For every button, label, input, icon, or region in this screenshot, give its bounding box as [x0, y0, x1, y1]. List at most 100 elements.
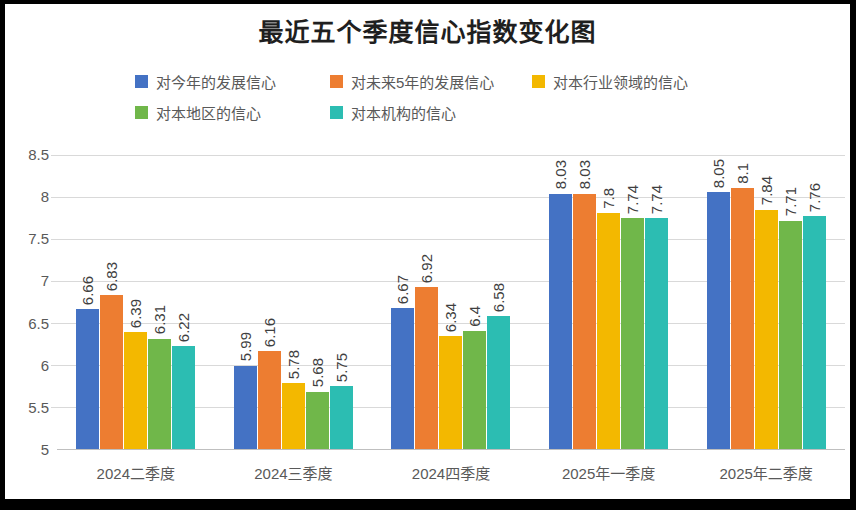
bar: [487, 316, 510, 449]
bar-cell: 6.31: [148, 155, 171, 449]
bar-value-label: 6.39: [127, 299, 144, 328]
bar-cell: 6.92: [415, 155, 438, 449]
bar-value-label: 6.16: [261, 318, 278, 347]
y-tick-label: 5: [9, 440, 49, 460]
bar-value-label: 6.66: [79, 276, 96, 305]
bar-cell: 7.76: [803, 155, 826, 449]
legend-item-next-5-years: 对未来5年的发展信心: [330, 71, 532, 92]
legend-swatch: [135, 75, 148, 88]
bar-cell: 6.66: [76, 155, 99, 449]
y-tick-label: 5.5: [9, 398, 49, 418]
bar-cell: 7.74: [621, 155, 644, 449]
legend-item-region: 对本地区的信心: [135, 102, 330, 123]
bar-cell: 7.84: [755, 155, 778, 449]
bar-cell: 6.83: [100, 155, 123, 449]
bar: [755, 210, 778, 449]
bar-value-label: 6.92: [418, 254, 435, 283]
bar-value-label: 7.71: [782, 187, 799, 216]
bar-cell: 6.39: [124, 155, 147, 449]
bar-group: 6.66 6.83 6.396.316.22: [57, 155, 215, 449]
bar-value-label: 8.1: [734, 163, 751, 184]
bar-cell: 7.8: [597, 155, 620, 449]
bar-cell: 5.68: [306, 155, 329, 449]
bar: [234, 366, 257, 449]
x-tick-label: 2024四季度: [372, 462, 530, 486]
bar-value-label: 5.78: [285, 350, 302, 379]
bar: [391, 308, 414, 449]
legend: 对今年的发展信心 对未来5年的发展信心 对本行业领域的信心 对本地区的信心 对本…: [135, 66, 688, 128]
bar: [439, 336, 462, 449]
y-tick-label: 6: [9, 356, 49, 376]
bar-value-label: 6.4: [466, 306, 483, 327]
bar: [124, 332, 147, 449]
bar-cell: 8.05: [707, 155, 730, 449]
bar-value-label: 6.58: [490, 283, 507, 312]
y-tick-label: 7: [9, 271, 49, 291]
plot-area: 8.587.576.565.556.666.836.396.316.225.99…: [57, 155, 845, 450]
bar: [731, 188, 754, 449]
bar-group: 6.676.92 6.34 6.4 6.58: [372, 155, 530, 449]
bar-cell: 8.1: [731, 155, 754, 449]
x-axis: 2024二季度2024三季度2024四季度2025年一季度2025年二季度: [57, 462, 845, 486]
bar: [76, 309, 99, 449]
bar-value-label: 8.05: [710, 159, 727, 188]
bar-cell: 6.22: [172, 155, 195, 449]
bar-value-label: 8.03: [576, 160, 593, 189]
bar-cell: 7.74: [645, 155, 668, 449]
chart-frame: 最近五个季度信心指数变化图 对今年的发展信心 对未来5年的发展信心 对本行业领域…: [0, 0, 856, 510]
bar-cell: 6.67: [391, 155, 414, 449]
legend-item-institution: 对本机构的信心: [330, 102, 532, 123]
bar-value-label: 6.22: [175, 313, 192, 342]
bar: [573, 194, 596, 449]
bar: [258, 351, 281, 449]
bar-cell: 5.78: [282, 155, 305, 449]
bar: [803, 216, 826, 449]
legend-item-this-year: 对今年的发展信心: [135, 71, 330, 92]
bar: [597, 213, 620, 449]
chart-title: 最近五个季度信心指数变化图: [5, 12, 850, 48]
bar-value-label: 5.68: [309, 358, 326, 387]
y-tick-label: 8: [9, 187, 49, 207]
bar-cell: 5.99: [234, 155, 257, 449]
bar-cell: 6.34: [439, 155, 462, 449]
y-tick-label: 6.5: [9, 314, 49, 334]
x-tick-label: 2024二季度: [57, 462, 215, 486]
bar: [645, 218, 668, 449]
bar: [621, 218, 644, 449]
bar-value-label: 7.76: [806, 183, 823, 212]
bar-cell: 6.4: [463, 155, 486, 449]
bar-value-label: 7.8: [600, 188, 617, 209]
legend-label: 对今年的发展信心: [156, 71, 276, 92]
bar: [148, 339, 171, 449]
bar-value-label: 7.84: [758, 176, 775, 205]
bar-value-label: 6.83: [103, 262, 120, 291]
bar: [330, 386, 353, 449]
legend-swatch: [532, 75, 545, 88]
bar: [415, 287, 438, 449]
legend-item-industry: 对本行业领域的信心: [532, 71, 688, 92]
legend-label: 对本行业领域的信心: [553, 71, 688, 92]
legend-row: 对本地区的信心 对本机构的信心: [135, 97, 688, 128]
bar-value-label: 6.34: [442, 303, 459, 332]
y-tick-label: 7.5: [9, 229, 49, 249]
bar-cell: 6.58: [487, 155, 510, 449]
bar: [100, 295, 123, 449]
bar-value-label: 5.75: [333, 353, 350, 382]
x-tick-label: 2024三季度: [215, 462, 373, 486]
bar: [779, 221, 802, 449]
legend-swatch: [330, 75, 343, 88]
bar: [306, 392, 329, 449]
legend-swatch: [330, 106, 343, 119]
bar: [463, 331, 486, 449]
bar-cell: 5.75: [330, 155, 353, 449]
bar-group: 8.03 8.03 7.8 7.74 7.74: [530, 155, 688, 449]
bar: [282, 383, 305, 449]
bar-value-label: 8.03: [552, 160, 569, 189]
bar-value-label: 7.74: [648, 185, 665, 214]
bar-group: 5.996.16 5.78 5.68 5.75: [215, 155, 373, 449]
legend-label: 对本机构的信心: [351, 102, 456, 123]
bar: [707, 192, 730, 449]
y-tick-label: 8.5: [9, 145, 49, 165]
bar-cell: 8.03: [573, 155, 596, 449]
bar-value-label: 7.74: [624, 185, 641, 214]
